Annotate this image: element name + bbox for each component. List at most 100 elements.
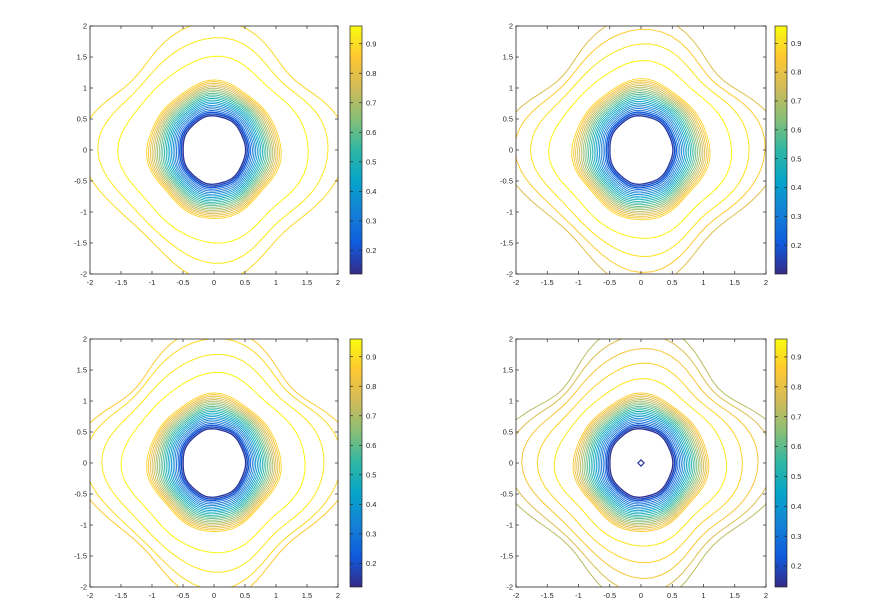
x-tick-label: 0 <box>639 278 643 287</box>
x-tick-label: 1 <box>274 591 278 600</box>
contour-line-well <box>155 87 274 211</box>
x-tick-label: -0.5 <box>177 278 190 287</box>
y-tick-label: 0 <box>509 459 513 468</box>
colorbar-tick-label: 0.5 <box>791 472 801 481</box>
contour-line-well <box>164 409 265 516</box>
contour-line-well <box>151 84 277 215</box>
contour-line-well <box>156 89 272 210</box>
y-tick-label: -1 <box>80 208 87 217</box>
colorbar-tick-label: 0.2 <box>366 246 376 255</box>
contour-lines <box>516 26 766 274</box>
colorbar: 0.2 0.3 0.4 0.5 0.6 0.7 0.8 0.9 <box>349 25 376 275</box>
x-tick-label: 0.5 <box>240 278 250 287</box>
x-tick-label: -1 <box>149 278 156 287</box>
contour-line-well <box>180 426 249 500</box>
contour-line-well <box>595 100 688 199</box>
x-tick-label: -1 <box>149 591 156 600</box>
contour-line-well <box>169 414 260 512</box>
contour-line-well <box>167 99 262 200</box>
contour-line-well <box>589 95 693 204</box>
contour-line-well <box>580 86 702 212</box>
contour-line-well <box>588 407 694 518</box>
contour-line-outer <box>117 55 309 244</box>
contour-line-outer <box>529 43 750 258</box>
contour-line-well <box>573 79 709 219</box>
x-tick-label: 0.5 <box>240 591 250 600</box>
x-tick-label: -1.5 <box>541 278 554 287</box>
colorbar-tick-label: 0.9 <box>366 39 376 48</box>
x-tick-label: -0.5 <box>603 591 616 600</box>
contour-line-outer <box>521 348 759 580</box>
contour-line-well <box>176 421 253 505</box>
contour-lines <box>90 339 338 587</box>
axes-box <box>515 25 767 275</box>
contour-line-well <box>156 402 272 523</box>
y-tick-label: 0 <box>509 146 513 155</box>
x-tick-label: 1.5 <box>302 591 312 600</box>
contour-panel-bottom-right: -2 -1.5 -1 -0.5 0 0.5 1 1.5 2 -2 -1.5 -1 -0.5 0 0.5 1 1.… <box>500 335 801 600</box>
contour-line-well <box>602 108 681 192</box>
colorbar-tick-label: 0.2 <box>791 562 801 571</box>
colorbar-tick-label: 0.5 <box>791 154 801 163</box>
y-tick-label: 0.5 <box>77 115 87 124</box>
x-tick-label: 1 <box>701 278 705 287</box>
contour-line-well <box>594 412 689 513</box>
x-tick-label: -1.5 <box>115 591 128 600</box>
contour-line-well <box>607 113 676 187</box>
contour-line-well <box>571 78 711 221</box>
colorbar-tick-label: 0.9 <box>366 352 376 361</box>
contour-lines <box>516 339 766 587</box>
contour-line-well <box>572 392 710 532</box>
y-tick-label: -2 <box>506 270 513 279</box>
contour-line-well <box>162 407 267 518</box>
contour-line-well <box>585 404 698 521</box>
contour-line-well <box>605 111 678 189</box>
colorbar-tick-label: 0.3 <box>791 532 801 541</box>
x-tick-label: 2 <box>764 278 768 287</box>
contour-line-well <box>179 424 250 502</box>
contour-line-well <box>604 109 679 190</box>
x-tick-label: -2 <box>513 278 520 287</box>
contour-line-well <box>597 416 686 510</box>
contour-line-well <box>595 414 687 512</box>
contour-line-well <box>165 97 263 202</box>
x-tick-label: -1 <box>575 591 582 600</box>
contour-line-well <box>146 392 282 532</box>
contour-panel-top-right: -2 -1.5 -1 -0.5 0 0.5 1 1.5 2 -2 -1.5 -1 -0.5 0 0.5 1 1.… <box>500 22 801 287</box>
contour-line-well <box>597 102 686 197</box>
contour-line-well <box>172 417 257 508</box>
contour-line-well <box>153 399 275 526</box>
colorbar-tick-label: 0.4 <box>791 502 801 511</box>
y-tick-label: 0.5 <box>503 115 513 124</box>
contour-line-well <box>155 400 274 524</box>
x-tick-label: 0.5 <box>667 591 677 600</box>
contour-line-well <box>153 86 275 213</box>
contour-line-outer <box>553 378 728 547</box>
contour-line-well <box>590 409 693 516</box>
y-tick-label: 1 <box>83 397 87 406</box>
y-tick-label: 0.5 <box>77 428 87 437</box>
y-tick-label: -1.5 <box>500 239 513 248</box>
y-tick-label: 1.5 <box>503 366 513 375</box>
colorbar-tick-label: 0.4 <box>366 187 376 196</box>
colorbar-tick-label: 0.8 <box>366 69 376 78</box>
contour-line-outer <box>90 26 338 274</box>
contour-line-outer <box>120 371 306 554</box>
colorbar-tick-label: 0.3 <box>366 529 376 538</box>
contour-line-well <box>172 104 257 195</box>
contour-line-well <box>146 79 282 219</box>
colorbar-tick-label: 0.2 <box>791 241 801 250</box>
x-tick-label: 0 <box>639 591 643 600</box>
colorbar: 0.2 0.3 0.4 0.5 0.6 0.7 0.8 0.9 <box>774 25 801 275</box>
contour-line-well <box>148 394 280 531</box>
colorbar-gradient <box>349 338 363 588</box>
contour-line-well <box>151 397 277 528</box>
y-tick-label: 1.5 <box>77 366 87 375</box>
contour-line-outer <box>516 26 766 274</box>
contour-line-well <box>600 106 683 194</box>
colorbar-tick-label: 0.7 <box>791 97 801 106</box>
x-tick-label: 1.5 <box>730 278 740 287</box>
colorbar-tick-label: 0.6 <box>366 128 376 137</box>
contour-panel-top-left: -2 -1.5 -1 -0.5 0 0.5 1 1.5 2 -2 -1.5 -1 -0.5 0 0.5 1 1.… <box>74 22 376 287</box>
